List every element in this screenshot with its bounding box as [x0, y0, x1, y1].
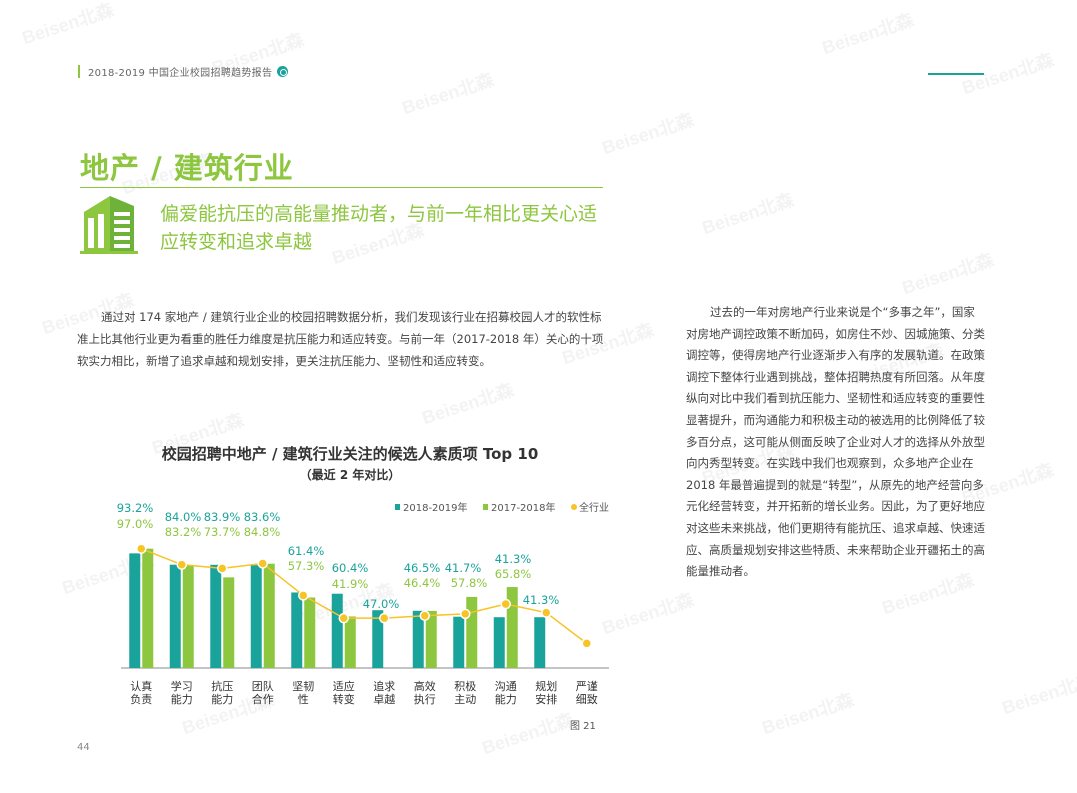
data-label-2017-2018: 83.2% — [165, 525, 202, 539]
bar-2017-2018 — [344, 616, 356, 668]
point-all-industry — [257, 558, 268, 569]
category-label: 能力 — [211, 692, 233, 706]
data-label-2017-2018: 65.8% — [495, 567, 532, 581]
point-all-industry — [338, 612, 349, 624]
bar-2018-2019 — [412, 610, 424, 668]
legend-swatch — [571, 504, 577, 510]
point-all-industry — [460, 608, 471, 620]
data-label-2018-2019: 93.2% — [117, 501, 154, 515]
report-header: 2018-2019 中国企业校园招聘趋势报告 — [78, 64, 289, 79]
bar-2017-2018 — [263, 563, 275, 668]
bar-2018-2019 — [331, 593, 343, 668]
category-label: 抗压 — [211, 679, 233, 693]
category-label: 安排 — [535, 692, 557, 706]
category-label: 团队 — [252, 679, 274, 693]
page-subtitle: 偏爱能抗压的高能量推动者，与前一年相比更关心适应转变和追求卓越 — [160, 203, 598, 253]
category-label: 认真 — [130, 679, 152, 693]
category-label: 性 — [298, 692, 309, 706]
bar-2017-2018 — [425, 610, 437, 668]
data-label-2018-2019: 47.0% — [363, 597, 400, 611]
bar-2018-2019 — [493, 617, 505, 668]
search-icon — [277, 65, 289, 77]
data-label-2018-2019: 46.5% — [404, 561, 441, 575]
chart-subtitle: （最近 2 年对比） — [299, 468, 401, 482]
category-label: 能力 — [495, 692, 517, 706]
data-label-2017-2018: 84.8% — [244, 525, 281, 539]
category-label: 严谨 — [576, 679, 598, 693]
category-label: 坚韧 — [292, 680, 314, 693]
point-all-industry — [541, 607, 552, 618]
data-label-2018-2019: 41.3% — [495, 552, 532, 566]
point-all-industry — [379, 612, 390, 624]
data-label-2018-2019: 83.9% — [204, 510, 241, 524]
legend-label: 2018-2019年 — [403, 501, 468, 514]
data-label-2017-2018: 57.8% — [451, 576, 488, 590]
bar-2017-2018 — [506, 587, 518, 668]
chart-title: 校园招聘中地产 / 建筑行业关注的候选人素质项 Top 10 — [161, 445, 539, 463]
category-label: 积极 — [454, 679, 476, 693]
bar-2017-2018 — [466, 596, 478, 668]
point-all-industry — [217, 563, 228, 574]
category-label: 执行 — [414, 692, 436, 706]
bar-2018-2019 — [453, 616, 465, 668]
analysis-paragraph: 过去的一年对房地产行业来说是个“多事之年”，国家对房地产调控政策不断加码，如房住… — [686, 305, 985, 579]
bar-2018-2019 — [210, 564, 222, 668]
header-accent-bar — [78, 64, 80, 78]
bar-2018-2019 — [534, 617, 546, 668]
category-label: 主动 — [454, 693, 476, 706]
data-label-2018-2019: 41.7% — [445, 561, 482, 575]
bar-2018-2019 — [250, 565, 262, 668]
category-label: 规划 — [535, 679, 557, 693]
legend-label: 全行业 — [579, 501, 609, 514]
bar-2018-2019 — [129, 553, 141, 668]
category-label: 负责 — [130, 692, 152, 706]
category-label: 高效 — [414, 679, 436, 693]
category-label: 学习 — [171, 679, 193, 693]
category-label: 适应 — [333, 679, 355, 693]
point-all-industry — [176, 559, 187, 570]
header-rule — [928, 73, 984, 75]
category-label: 细致 — [576, 692, 598, 706]
bar-2017-2018 — [182, 565, 194, 668]
data-label-2017-2018: 57.3% — [288, 559, 325, 573]
data-label-2017-2018: 41.9% — [332, 577, 369, 591]
data-label-2017-2018: 46.4% — [404, 576, 441, 590]
bar-2018-2019 — [169, 564, 181, 668]
page-title: 地产 / 建筑行业 — [80, 151, 294, 185]
category-label: 追求 — [373, 679, 395, 693]
data-label-2018-2019: 60.4% — [332, 561, 369, 575]
bar-2017-2018 — [223, 577, 235, 668]
point-all-industry — [419, 610, 430, 621]
point-all-industry — [298, 590, 309, 601]
data-label-2018-2019: 61.4% — [288, 544, 325, 558]
bar-2018-2019 — [291, 592, 303, 668]
figure-label: 图 21 — [570, 721, 596, 732]
bar-2017-2018 — [304, 597, 316, 668]
building-icon — [80, 196, 138, 254]
point-all-industry — [581, 638, 592, 649]
title-divider — [80, 187, 603, 188]
page-number: 44 — [77, 742, 90, 753]
header-text: 2018-2019 中国企业校园招聘趋势报告 — [88, 67, 273, 79]
category-label: 卓越 — [373, 692, 395, 706]
data-label-2017-2018: 73.7% — [204, 525, 241, 539]
data-label-2017-2018: 97.0% — [117, 517, 154, 531]
data-label-2018-2019: 84.0% — [165, 510, 202, 524]
bar-2017-2018 — [142, 548, 154, 668]
point-all-industry — [500, 598, 511, 610]
category-label: 合作 — [252, 692, 274, 706]
legend-swatch — [395, 504, 400, 510]
bar-2018-2019 — [372, 610, 384, 668]
legend-label: 2017-2018年 — [491, 501, 556, 514]
data-label-2018-2019: 83.6% — [244, 510, 281, 524]
intro-paragraph: 通过对 174 家地产 / 建筑行业企业的校园招聘数据分析，我们发现该行业在招募… — [77, 310, 604, 368]
category-label: 能力 — [171, 692, 193, 706]
legend-swatch — [483, 504, 488, 510]
category-label: 转变 — [333, 692, 355, 706]
point-all-industry — [136, 543, 147, 554]
line-all-industry — [140, 547, 588, 644]
data-label-2018-2019: 41.3% — [523, 593, 560, 607]
category-label: 沟通 — [495, 680, 517, 693]
